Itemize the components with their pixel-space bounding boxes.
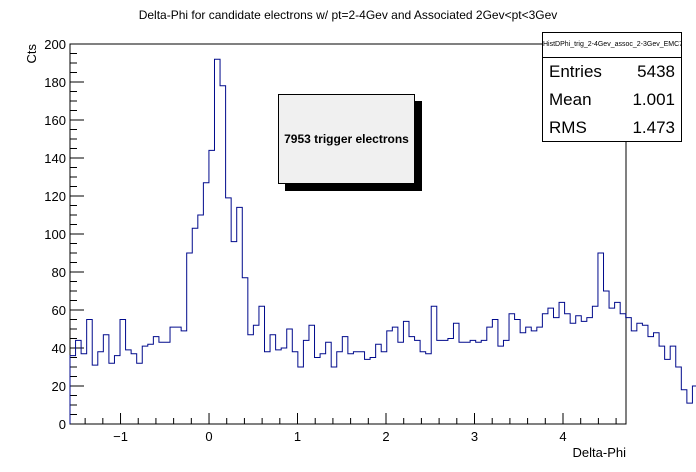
y-tick-label: 20: [52, 379, 66, 394]
x-tick-label: −1: [113, 429, 128, 444]
y-tick-label: 120: [44, 189, 66, 204]
y-tick-label: 100: [44, 227, 66, 242]
stats-value: 5438: [637, 62, 675, 81]
stats-value: 1.473: [632, 118, 675, 137]
x-tick-label: 2: [382, 429, 389, 444]
y-tick-label: 80: [52, 265, 66, 280]
y-tick-label: 160: [44, 113, 66, 128]
stats-box: HistDPhi_trig_2-4Gev_assoc_2-3Gev_EMC7 E…: [542, 32, 682, 142]
stats-label: RMS: [549, 118, 587, 137]
y-tick-label: 60: [52, 303, 66, 318]
x-tick-label: 0: [205, 429, 212, 444]
stats-label: Entries: [549, 62, 602, 81]
stats-row-entries: Entries 5438: [543, 58, 681, 86]
axis-ticks: [70, 43, 617, 425]
histogram-line: [69, 58, 696, 424]
y-axis-label: Cts: [24, 44, 39, 64]
y-tick-label: 200: [44, 37, 66, 52]
y-tick-label: 40: [52, 341, 66, 356]
stats-row-mean: Mean 1.001: [543, 86, 681, 114]
x-axis-label: Delta-Phi: [573, 445, 627, 460]
x-tick-label: 1: [294, 429, 301, 444]
y-tick-label: 180: [44, 75, 66, 90]
y-tick-label: 140: [44, 151, 66, 166]
x-tick-label: 3: [471, 429, 478, 444]
stats-value: 1.001: [632, 90, 675, 109]
stats-label: Mean: [549, 90, 592, 109]
stats-row-rms: RMS 1.473: [543, 114, 681, 142]
x-tick-label: 4: [559, 429, 566, 444]
chart-title: Delta-Phi for candidate electrons w/ pt=…: [138, 8, 558, 22]
trigger-annotation: 7953 trigger electrons: [278, 94, 415, 184]
stats-histogram-name: HistDPhi_trig_2-4Gev_assoc_2-3Gev_EMC7: [543, 33, 681, 58]
y-tick-label: 0: [59, 417, 66, 432]
